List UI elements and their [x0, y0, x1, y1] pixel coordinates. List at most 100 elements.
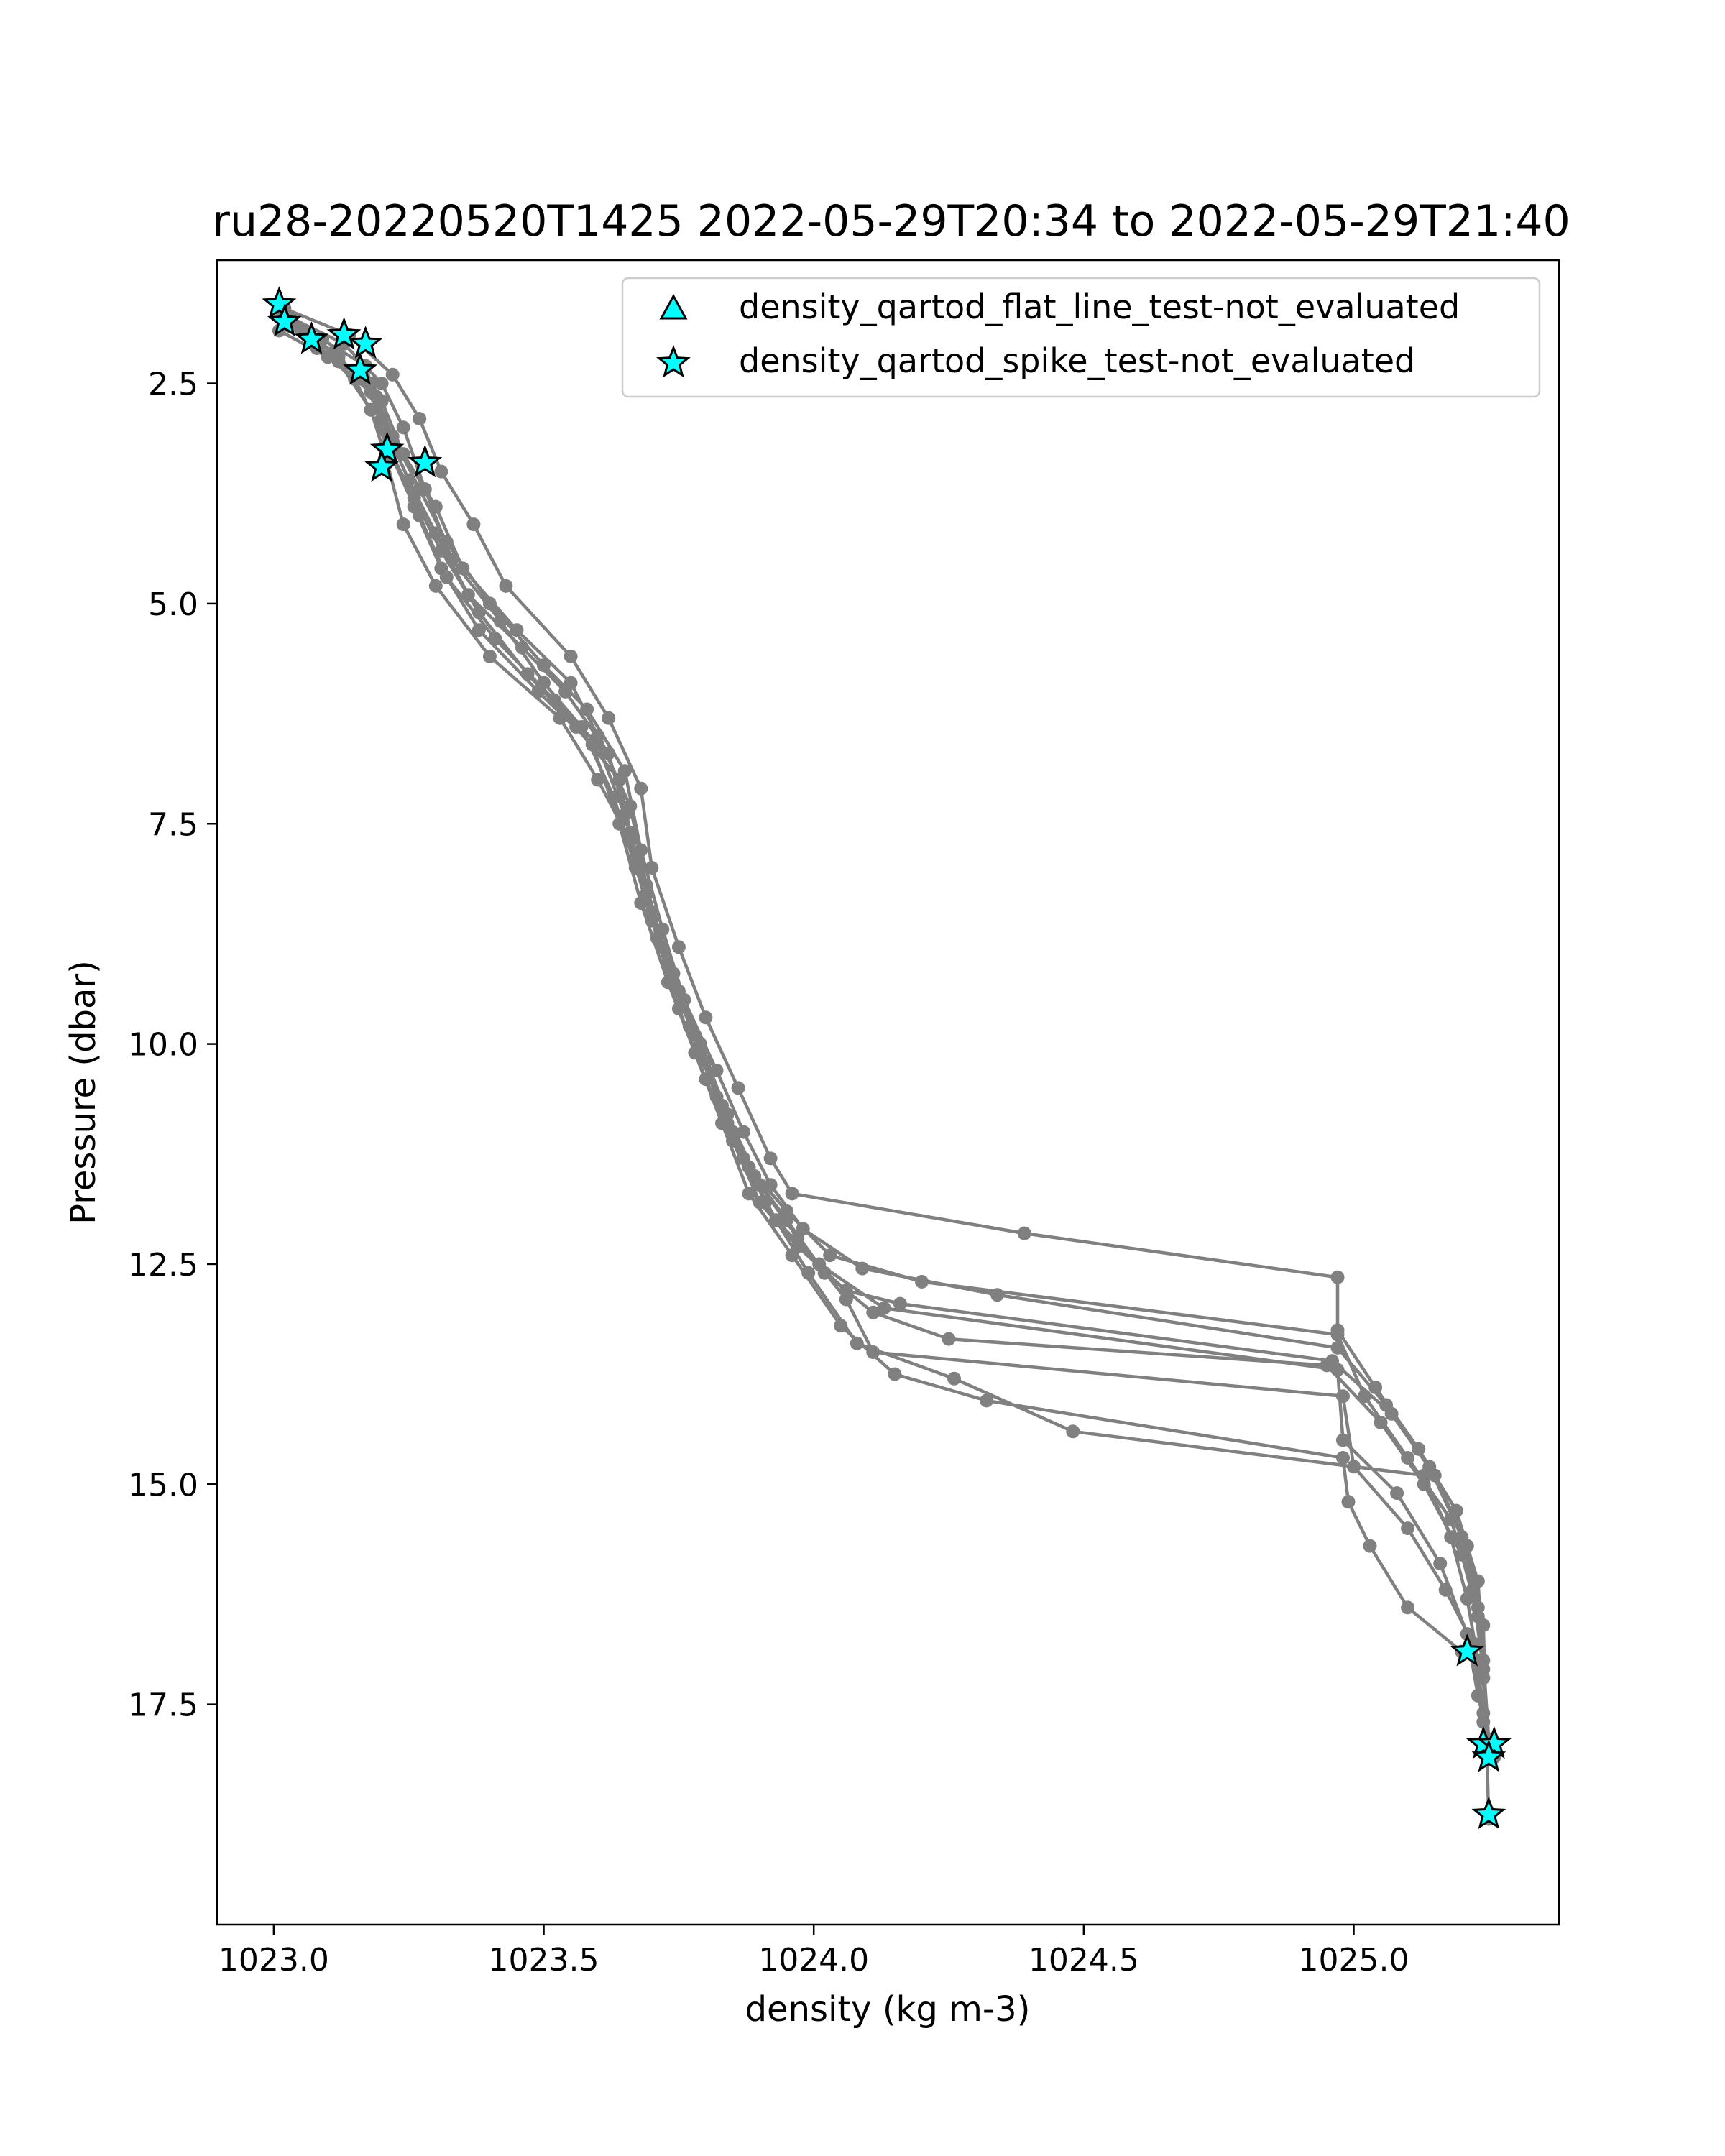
profile-point — [585, 737, 599, 752]
profile-point — [801, 1266, 816, 1280]
profile-point — [434, 561, 448, 576]
profile-point — [493, 614, 507, 628]
profile-point — [888, 1367, 902, 1381]
profile-point — [1471, 1609, 1485, 1623]
profile-point — [1336, 1451, 1350, 1465]
profile-point — [374, 377, 389, 391]
y-tick-label: 2.5 — [148, 367, 198, 403]
profile-point — [1336, 1433, 1350, 1447]
legend-entry-flat-line: density_qartod_flat_line_test-not_evalua… — [739, 287, 1460, 326]
profile-point — [942, 1332, 956, 1346]
profile-point — [1433, 1557, 1448, 1571]
profile-point — [537, 658, 551, 673]
profile-point — [1460, 1592, 1474, 1606]
profile-point — [1330, 1270, 1345, 1284]
profile-line-3 — [288, 325, 1491, 1758]
profile-point — [634, 781, 648, 796]
profile-point — [1330, 1340, 1345, 1355]
profile-line-6 — [289, 315, 1491, 1741]
profile-point — [763, 1151, 778, 1166]
y-tick-label: 17.5 — [128, 1687, 198, 1724]
profile-point — [839, 1292, 853, 1307]
profile-point — [1066, 1424, 1080, 1439]
profile-point — [990, 1288, 1005, 1302]
profile-point — [699, 1010, 713, 1025]
profile-point — [515, 640, 529, 655]
profile-point — [855, 1261, 870, 1276]
profile-point — [591, 773, 605, 787]
spike-test-star-marker — [1476, 1726, 1512, 1759]
profile-point — [763, 1178, 778, 1192]
spike-test-star-marker — [1471, 1796, 1506, 1830]
profile-point — [1476, 1715, 1491, 1729]
profile-point — [947, 1371, 961, 1386]
legend-star-marker — [656, 344, 691, 378]
profile-point — [396, 517, 410, 532]
profile-point — [1427, 1468, 1442, 1483]
spike-test-star-marker — [343, 352, 378, 385]
y-tick-label: 15.0 — [128, 1467, 198, 1503]
profile-point — [369, 390, 384, 404]
profile-point — [791, 1230, 805, 1245]
profile-point — [364, 402, 378, 417]
profile-point — [564, 649, 578, 663]
profile-point — [699, 1054, 713, 1069]
profile-point — [553, 711, 567, 725]
profile-point — [482, 649, 497, 663]
chart-title: ru28-20220520T1425 2022-05-29T20:34 to 2… — [212, 196, 1570, 247]
profile-line-2 — [289, 320, 1491, 1744]
legend: density_qartod_flat_line_test-not_evalua… — [621, 277, 1541, 398]
profile-point — [877, 1301, 891, 1315]
profile-point — [1330, 1363, 1345, 1377]
profile-point — [428, 579, 443, 593]
spike-test-star-marker — [267, 303, 302, 337]
y-axis-label: Pressure (dbar) — [63, 960, 104, 1225]
profile-point — [980, 1393, 994, 1408]
legend-triangle-marker — [659, 293, 688, 320]
profile-point — [1017, 1226, 1031, 1240]
profile-point — [602, 746, 616, 760]
profile-point — [1438, 1583, 1453, 1597]
profile-point — [850, 1336, 864, 1350]
x-axis-ticks: 1023.0 1023.5 1024.0 1024.5 1025.0 — [218, 1925, 1409, 1978]
profile-line-5 — [283, 311, 1491, 1749]
x-tick-label: 1024.0 — [758, 1942, 869, 1978]
profile-point — [396, 420, 410, 435]
profile-point — [671, 984, 686, 998]
profile-point — [715, 1116, 729, 1130]
spike-test-star-marker — [408, 444, 443, 478]
y-tick-label: 5.0 — [148, 586, 198, 623]
profile-point — [1336, 1389, 1350, 1404]
spike-test-star-marker — [369, 431, 405, 464]
legend-frame — [621, 277, 1541, 398]
profile-point — [866, 1305, 880, 1319]
y-tick-label: 7.5 — [148, 806, 198, 843]
profile-point — [482, 596, 497, 611]
profile-point — [645, 913, 659, 928]
profile-point — [1330, 1327, 1345, 1342]
y-tick-label: 12.5 — [128, 1247, 198, 1284]
y-axis-ticks: 2.5 5.0 7.5 10.0 12.5 15.0 17.5 — [128, 367, 217, 1724]
y-tick-label: 10.0 — [128, 1027, 198, 1064]
profile-point — [418, 482, 432, 497]
profile-point — [510, 623, 524, 637]
spike-test-star-marker — [326, 317, 362, 350]
profile-point — [1401, 1600, 1415, 1615]
profile-point — [1390, 1486, 1404, 1501]
profile-point — [671, 940, 686, 954]
profile-point — [548, 694, 562, 708]
profile-line-8 — [283, 320, 1463, 1653]
x-tick-label: 1025.0 — [1299, 1942, 1409, 1978]
profile-point — [661, 975, 675, 990]
x-axis-label: density (kg m-3) — [745, 1989, 1031, 2030]
profile-point — [558, 684, 573, 699]
profile-point — [623, 834, 638, 849]
profile-point — [1417, 1468, 1431, 1483]
spike-test-star-marker — [1450, 1633, 1485, 1667]
profile-point — [1363, 1539, 1377, 1553]
x-tick-label: 1024.5 — [1029, 1942, 1139, 1978]
x-tick-label: 1023.0 — [218, 1942, 329, 1978]
profile-point — [434, 464, 448, 479]
profile-point — [688, 1046, 702, 1060]
